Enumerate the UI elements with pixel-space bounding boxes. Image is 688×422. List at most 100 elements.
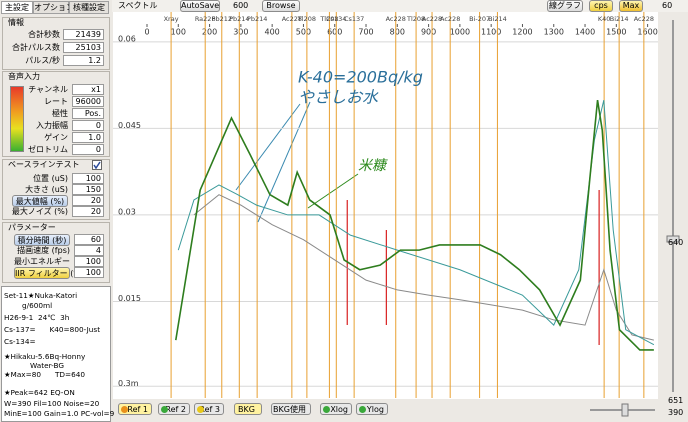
- bottom-button[interactable]: BKG: [234, 403, 262, 415]
- bottom-button[interactable]: BKG使用: [271, 403, 311, 415]
- group-box: [2, 17, 110, 70]
- annotation: やさしお水: [298, 88, 379, 107]
- row-value[interactable]: 0: [72, 120, 104, 131]
- row-value[interactable]: 100: [72, 173, 104, 184]
- autosave-value: 600: [233, 1, 249, 10]
- group-box: [2, 71, 110, 157]
- memo-line: W=390 Fil=100 Noise=20: [4, 399, 100, 408]
- y-tick-label: 0.015: [118, 294, 141, 303]
- y-tick-label: 0.3m: [118, 379, 139, 388]
- row-label: 入力振幅: [36, 121, 68, 130]
- row-value[interactable]: 1.0: [72, 132, 104, 143]
- row-value[interactable]: 20: [72, 206, 104, 217]
- row-value[interactable]: 96000: [72, 96, 104, 107]
- tab[interactable]: 主設定: [1, 1, 33, 14]
- row-button[interactable]: 積分時間 (秒): [14, 234, 70, 246]
- nuclide-label: K40: [598, 15, 611, 23]
- vertical-slider-thumb[interactable]: [666, 235, 680, 243]
- group-box: [2, 222, 110, 283]
- browse-button[interactable]: Browse: [262, 0, 300, 12]
- memo-line: Cs-134=: [4, 337, 36, 346]
- slider-label: 640: [668, 238, 684, 247]
- x-tick-label: 0: [144, 28, 149, 37]
- row-label: 合計秒数: [28, 30, 60, 39]
- graph-button[interactable]: 線グラフ: [547, 0, 583, 12]
- tab[interactable]: 核種設定: [69, 1, 109, 14]
- memo-box[interactable]: [1, 286, 111, 422]
- nuclide-label: Xray: [164, 15, 179, 23]
- annotation-arrow: [257, 101, 311, 223]
- group-box: [2, 159, 110, 220]
- nuclide-label: Cs137: [344, 15, 364, 23]
- spectrum-line: [177, 100, 655, 346]
- row-value[interactable]: x1: [72, 84, 104, 95]
- row-value[interactable]: 20: [72, 195, 104, 206]
- row-value[interactable]: Pos.: [72, 108, 104, 119]
- memo-line: H26-9-1 24℃ 3h: [4, 313, 70, 322]
- x-tick-label: 1400: [575, 28, 595, 37]
- x-tick-label: 600: [327, 28, 342, 37]
- memo-line: ★Hikaku-5.6Bq-Honny: [4, 352, 86, 361]
- memo-line: Water-BG: [30, 361, 65, 370]
- x-tick-label: 1200: [512, 28, 532, 37]
- autosave-button[interactable]: AutoSave: [180, 0, 220, 12]
- level-meter: [10, 86, 24, 152]
- nuclide-label: Pb212: [212, 15, 232, 23]
- row-value[interactable]: 100: [74, 267, 104, 278]
- y-tick-label: 0.045: [118, 121, 141, 130]
- row-button[interactable]: 最大値幅 (%): [12, 195, 68, 207]
- group-title: ベースラインテスト: [6, 160, 82, 169]
- y-tick-label: 0.03: [118, 207, 136, 216]
- x-tick-label: 700: [358, 28, 373, 37]
- nuclide-label: Ac228: [422, 15, 442, 23]
- row-label: 最大ノイズ (%): [11, 207, 68, 216]
- max-value: 60: [662, 1, 673, 10]
- button-indicator: [359, 406, 366, 413]
- nuclide-label: Ac228: [440, 15, 460, 23]
- memo-line: ★Max=80 TD=640: [4, 370, 86, 379]
- x-tick-label: 1100: [481, 28, 501, 37]
- y-tick-label: 0.06: [118, 34, 136, 43]
- row-value[interactable]: 60: [74, 234, 104, 245]
- panel-title: スペクトル: [118, 1, 158, 10]
- row-label: 最小エネルギー: [14, 257, 70, 266]
- button-indicator: [121, 406, 128, 413]
- nuclide-label: Tl208: [297, 15, 316, 23]
- row-value[interactable]: 4: [74, 245, 104, 256]
- x-tick-label: 500: [296, 28, 311, 37]
- row-label: 極性: [52, 109, 68, 118]
- row-value[interactable]: 25103: [63, 42, 104, 53]
- x-tick-label: 100: [171, 28, 186, 37]
- button-indicator: [197, 406, 204, 413]
- memo-line: MinE=100 Gain=1.0 PC-vol=9: [4, 409, 115, 418]
- nuclide-label: Pb214: [229, 15, 249, 23]
- group-title: パラメーター: [6, 223, 58, 232]
- horizontal-slider-thumb[interactable]: [621, 403, 629, 417]
- row-value[interactable]: 100: [74, 256, 104, 267]
- annotation-arrow: [235, 103, 301, 191]
- max-button[interactable]: Max: [619, 0, 643, 12]
- row-label: ゼロトリム: [28, 145, 68, 154]
- checkbox[interactable]: [92, 160, 102, 170]
- group-title: 情報: [6, 18, 26, 27]
- cps-button[interactable]: cps: [589, 0, 613, 12]
- row-value[interactable]: 1.2: [63, 55, 104, 66]
- tab[interactable]: オプション: [33, 1, 74, 14]
- row-button[interactable]: IIR フィルター (%): [14, 267, 85, 279]
- row-label: パルス/秒: [25, 56, 60, 65]
- row-value[interactable]: 0: [72, 144, 104, 155]
- row-label: 描画速度 (fps): [17, 246, 70, 255]
- x-tick-label: 1300: [544, 28, 564, 37]
- nuclide-label: Cs134: [326, 15, 346, 23]
- nuclide-label: Bi-207: [469, 15, 490, 23]
- annotation: K-40=200Bq/kg: [298, 68, 423, 87]
- row-value[interactable]: 150: [72, 184, 104, 195]
- slider-label: 651: [668, 396, 684, 405]
- nuclide-label: Ra226: [195, 15, 216, 23]
- row-value[interactable]: 21439: [63, 29, 104, 40]
- x-tick-label: 1000: [450, 28, 470, 37]
- row-label: ゲイン: [44, 133, 68, 142]
- x-tick-label: 200: [202, 28, 217, 37]
- nuclide-label: Bi214: [488, 15, 507, 23]
- slider-label: 390: [668, 408, 684, 417]
